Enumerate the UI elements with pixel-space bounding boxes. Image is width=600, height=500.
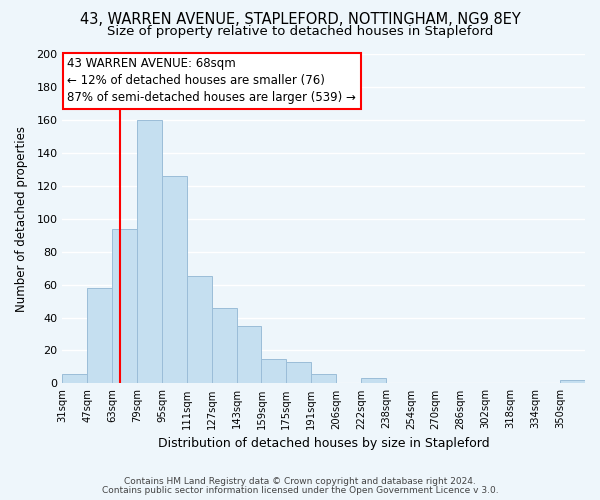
- Bar: [162, 176, 187, 384]
- Bar: [87, 288, 112, 384]
- Bar: [137, 120, 162, 384]
- Text: Size of property relative to detached houses in Stapleford: Size of property relative to detached ho…: [107, 25, 493, 38]
- X-axis label: Distribution of detached houses by size in Stapleford: Distribution of detached houses by size …: [158, 437, 490, 450]
- Text: Contains public sector information licensed under the Open Government Licence v : Contains public sector information licen…: [101, 486, 499, 495]
- Bar: [311, 374, 336, 384]
- Bar: [236, 326, 262, 384]
- Bar: [560, 380, 585, 384]
- Bar: [361, 378, 386, 384]
- Text: 43 WARREN AVENUE: 68sqm
← 12% of detached houses are smaller (76)
87% of semi-de: 43 WARREN AVENUE: 68sqm ← 12% of detache…: [67, 58, 356, 104]
- Bar: [286, 362, 311, 384]
- Bar: [187, 276, 212, 384]
- Bar: [212, 308, 236, 384]
- Text: Contains HM Land Registry data © Crown copyright and database right 2024.: Contains HM Land Registry data © Crown c…: [124, 477, 476, 486]
- Bar: [112, 228, 137, 384]
- Bar: [62, 374, 87, 384]
- Y-axis label: Number of detached properties: Number of detached properties: [15, 126, 28, 312]
- Bar: [262, 358, 286, 384]
- Text: 43, WARREN AVENUE, STAPLEFORD, NOTTINGHAM, NG9 8EY: 43, WARREN AVENUE, STAPLEFORD, NOTTINGHA…: [80, 12, 520, 28]
